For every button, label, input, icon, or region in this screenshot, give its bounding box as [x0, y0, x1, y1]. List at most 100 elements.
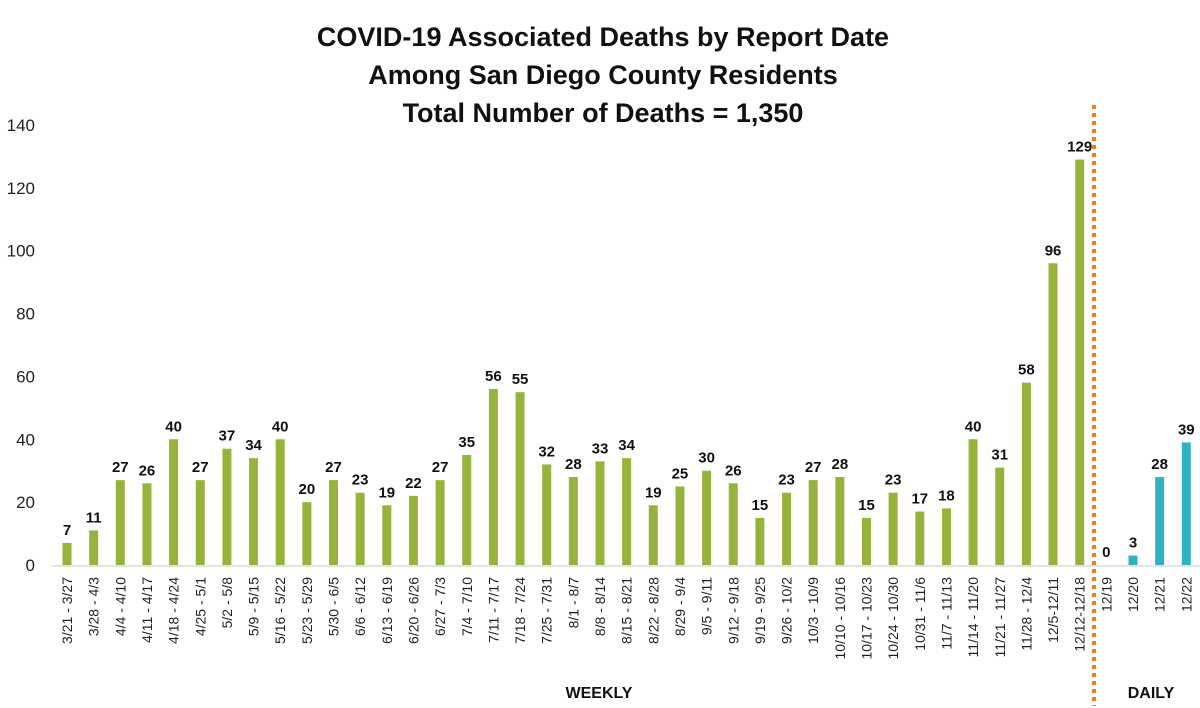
bar: [515, 392, 525, 565]
bar: [808, 480, 818, 565]
data-label: 28: [1151, 456, 1168, 473]
bar: [1155, 477, 1165, 565]
bar: [89, 530, 99, 565]
bars: [62, 159, 1191, 566]
data-label: 20: [299, 481, 316, 498]
x-tick-label: 10/10 - 10/16: [832, 577, 848, 660]
bar: [435, 480, 445, 565]
data-label: 34: [618, 437, 635, 454]
x-tick-label: 12/5-12/11: [1045, 577, 1061, 643]
bar: [1048, 263, 1058, 565]
bar: [462, 455, 472, 565]
data-label: 17: [911, 491, 928, 508]
bar: [622, 458, 632, 565]
data-label: 15: [858, 497, 875, 514]
data-label: 55: [512, 371, 529, 388]
x-tick-label: 11/7 - 11/13: [938, 577, 954, 650]
x-tick-label: 7/4 - 7/10: [459, 577, 475, 636]
data-label: 30: [698, 450, 715, 467]
x-tick-label: 12/19: [1098, 577, 1114, 612]
x-tick-label: 11/14 - 11/20: [965, 577, 981, 658]
bar: [355, 492, 365, 565]
x-tick-label: 5/9 - 5/15: [246, 577, 262, 636]
x-tick-label: 10/17 - 10/23: [859, 577, 875, 660]
data-label: 40: [272, 418, 289, 435]
bar: [275, 439, 285, 565]
data-label: 22: [405, 475, 422, 492]
x-tick-label: 7/11 - 7/17: [485, 577, 501, 643]
bar: [142, 483, 152, 565]
data-label: 23: [885, 472, 902, 489]
y-tick-label: 120: [7, 179, 35, 198]
data-label: 39: [1178, 421, 1195, 438]
data-label: 23: [352, 472, 369, 489]
data-label: 19: [645, 484, 662, 501]
y-axis-ticks: 0 20 40 60 80 100 120 140: [7, 116, 35, 575]
bar: [1128, 555, 1138, 565]
bar: [1181, 442, 1191, 565]
bar: [862, 517, 871, 565]
bar: [728, 483, 738, 565]
data-label: 58: [1018, 362, 1035, 379]
bar: [568, 477, 578, 565]
x-tick-label: 4/25 - 5/1: [192, 577, 208, 636]
bar: [1075, 159, 1085, 566]
x-tick-label: 11/28 - 12/4: [1018, 577, 1034, 651]
bar: [702, 470, 712, 565]
x-tick-label: 9/26 - 10/2: [779, 577, 795, 644]
x-tick-label: 6/13 - 6/19: [379, 577, 395, 644]
data-label: 3: [1129, 535, 1137, 552]
x-tick-label: 4/11 - 4/17: [139, 577, 155, 643]
bar: [675, 486, 685, 565]
title-line-2: Among San Diego County Residents: [368, 60, 838, 90]
x-tick-label: 8/15 - 8/21: [619, 577, 635, 644]
bar: [382, 505, 392, 565]
bar: [755, 517, 765, 565]
data-label: 19: [378, 484, 395, 501]
title-line-3: Total Number of Deaths = 1,350: [403, 98, 804, 128]
x-tick-label: 8/29 - 9/4: [672, 577, 688, 636]
data-label: 15: [752, 497, 769, 514]
title-line-1: COVID-19 Associated Deaths by Report Dat…: [317, 22, 889, 52]
bar: [595, 461, 605, 565]
bar: [222, 448, 232, 565]
x-tick-label: 5/16 - 5/22: [272, 577, 288, 644]
bar: [782, 492, 792, 565]
y-tick-label: 140: [7, 116, 35, 135]
y-tick-label: 0: [26, 556, 35, 575]
bar: [941, 508, 951, 565]
bar: [995, 467, 1005, 565]
x-axis-ticks: 3/21 - 3/27 3/28 - 4/3 4/4 - 4/10 4/11 - 4/…: [59, 577, 1194, 660]
y-tick-label: 60: [16, 367, 35, 386]
x-tick-label: 8/8 - 8/14: [592, 577, 608, 636]
x-tick-label: 6/27 - 7/3: [432, 577, 448, 636]
x-tick-label: 8/22 - 8/28: [645, 577, 661, 644]
data-label: 40: [965, 418, 982, 435]
bar: [968, 439, 978, 565]
x-tick-label: 9/19 - 9/25: [752, 577, 768, 644]
data-labels: 7 11 27 26 40 27 37 34 40 20 27 23 19 22 27 35 56 55 32 28 3…: [63, 139, 1195, 561]
data-label: 26: [725, 462, 742, 479]
bar: [329, 480, 338, 565]
x-tick-label: 5/23 - 5/29: [299, 577, 315, 644]
x-tick-label: 7/18 - 7/24: [512, 577, 528, 644]
bar: [648, 505, 658, 565]
x-tick-label: 6/20 - 6/26: [405, 577, 421, 644]
data-label: 56: [485, 368, 502, 385]
x-tick-label: 12/20: [1125, 577, 1141, 612]
x-tick-label: 10/3 - 10/9: [805, 577, 821, 644]
data-label: 28: [832, 456, 849, 473]
x-tick-label: 9/12 - 9/18: [725, 577, 741, 644]
y-tick-label: 100: [7, 242, 35, 261]
data-label: 25: [672, 465, 689, 482]
x-tick-label: 8/1 - 8/7: [565, 577, 581, 629]
chart-title: COVID-19 Associated Deaths by Report Dat…: [317, 22, 889, 128]
data-label: 18: [938, 487, 955, 504]
bar: [488, 389, 498, 565]
bar: [888, 492, 898, 565]
bar: [915, 511, 925, 565]
x-tick-label: 5/2 - 5/8: [219, 577, 235, 629]
data-label: 27: [192, 459, 209, 476]
data-label: 27: [432, 459, 449, 476]
x-tick-label: 7/25 - 7/31: [539, 577, 555, 644]
